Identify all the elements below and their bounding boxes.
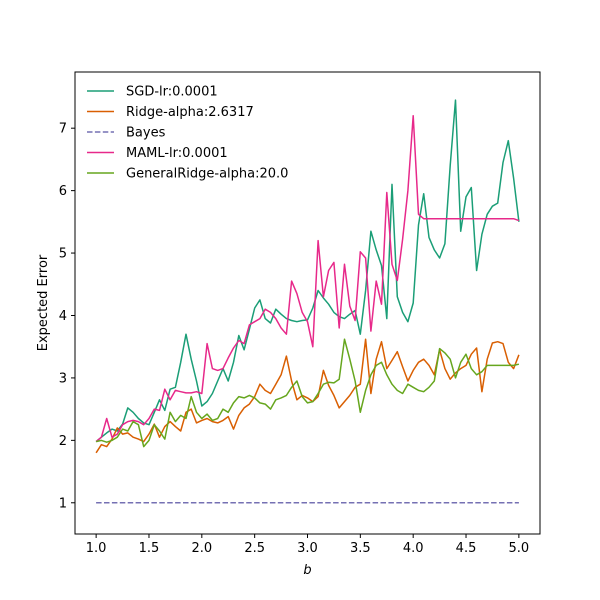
series-line-1	[95, 99, 520, 443]
x-tick-label: 3.5	[350, 541, 371, 556]
x-tick-label: 4.5	[456, 541, 477, 556]
y-tick-label: 1	[59, 496, 67, 511]
x-tick-label: 4.0	[403, 541, 424, 556]
y-tick-label: 6	[59, 184, 67, 199]
x-tick-label: 2.5	[244, 541, 265, 556]
series-line-5	[95, 338, 520, 448]
legend: SGD-lr:0.0001 Ridge-alpha:2.6317 Bayes MAML…	[87, 85, 288, 182]
y-tick-label: 2	[59, 434, 67, 449]
y-axis-ticks: 1 2 3 4 5 6 7	[59, 122, 75, 511]
x-tick-label: 1.0	[86, 541, 107, 556]
y-tick-label: 7	[59, 122, 67, 137]
series-line-2	[95, 338, 520, 454]
x-tick-label: 1.5	[139, 541, 160, 556]
y-axis-label: Expected Error	[36, 254, 51, 351]
legend-label-2: Ridge-alpha:2.6317	[126, 105, 254, 120]
x-axis-ticks: 1.0 1.5 2.0 2.5 3.0 3.5 4.0 4.5 5.0	[86, 534, 529, 556]
legend-label-3: Bayes	[126, 126, 166, 141]
plot-lines	[95, 99, 520, 504]
legend-label-4: MAML-lr:0.0001	[126, 146, 228, 161]
y-tick-label: 3	[59, 371, 67, 386]
series-line-4	[95, 114, 520, 443]
x-tick-label: 3.0	[297, 541, 318, 556]
x-tick-label: 2.0	[191, 541, 212, 556]
x-axis-label: b	[303, 563, 311, 578]
legend-label-1: SGD-lr:0.0001	[126, 85, 218, 100]
legend-label-5: GeneralRidge-alpha:20.0	[126, 167, 288, 182]
y-tick-label: 4	[59, 309, 67, 324]
y-tick-label: 5	[59, 247, 67, 262]
x-tick-label: 5.0	[509, 541, 530, 556]
